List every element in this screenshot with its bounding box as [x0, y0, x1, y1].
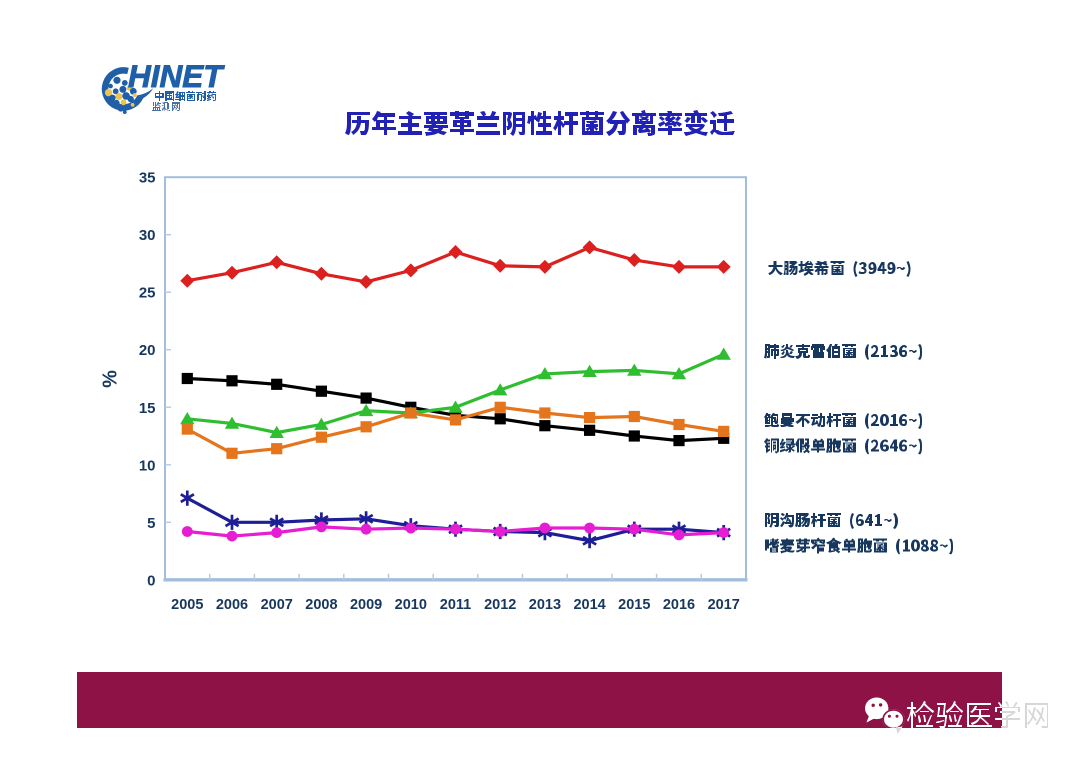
svg-text:2017: 2017	[708, 597, 740, 613]
svg-text:HINET: HINET	[128, 58, 225, 94]
svg-text:0: 0	[147, 572, 155, 589]
svg-text:30: 30	[139, 227, 156, 244]
svg-text:2013: 2013	[529, 597, 561, 613]
svg-text:10: 10	[139, 457, 156, 474]
svg-text:2008: 2008	[305, 597, 337, 613]
svg-text:15: 15	[139, 400, 156, 417]
svg-text:20: 20	[139, 342, 156, 359]
svg-text:2016: 2016	[663, 597, 695, 613]
svg-text:%: %	[100, 370, 122, 388]
svg-text:2006: 2006	[216, 597, 248, 613]
svg-text:2015: 2015	[618, 597, 650, 613]
svg-text:35: 35	[139, 170, 156, 187]
svg-text:5: 5	[147, 515, 155, 532]
svg-text:2007: 2007	[261, 597, 293, 613]
svg-text:2005: 2005	[171, 597, 203, 613]
svg-text:2014: 2014	[573, 597, 605, 613]
svg-text:2009: 2009	[350, 597, 382, 613]
svg-text:2011: 2011	[440, 597, 471, 613]
svg-text:25: 25	[139, 285, 156, 302]
svg-text:2010: 2010	[395, 597, 427, 613]
svg-text:2012: 2012	[484, 597, 516, 613]
